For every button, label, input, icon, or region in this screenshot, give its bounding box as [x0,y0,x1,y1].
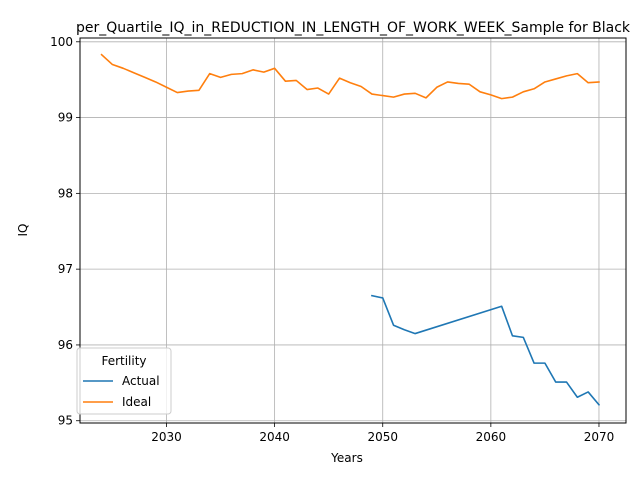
legend-box [76,347,172,415]
series-line-actual [370,294,601,406]
ticks: 2030 2040 2050 2060 2070 95 96 97 98 99 100 [50,35,614,444]
y-tick-label: 99 [58,111,73,125]
y-tick-label: 97 [58,262,73,276]
plot-frame [79,37,627,424]
x-tick-label: 2040 [259,430,290,444]
y-axis-label: IQ [16,224,30,237]
chart-title: per_Quartile_IQ_in_REDUCTION_IN_LENGTH_O… [76,20,631,36]
y-tick-label: 95 [58,414,73,428]
legend-label-ideal: Ideal [122,395,151,409]
x-tick-label: 2070 [584,430,615,444]
x-tick-label: 2060 [476,430,507,444]
grid [80,38,626,423]
x-axis-label: Years [330,451,363,465]
x-tick-label: 2050 [367,430,398,444]
x-tick-label: 2030 [151,430,182,444]
legend: Fertility Actual Ideal [76,347,172,415]
legend-title: Fertility [101,354,146,368]
y-tick-label: 98 [58,186,73,200]
series-line-ideal [100,53,600,100]
y-tick-label: 96 [58,338,73,352]
series-layer [100,53,601,406]
y-tick-label: 100 [50,35,73,49]
legend-label-actual: Actual [122,374,160,388]
